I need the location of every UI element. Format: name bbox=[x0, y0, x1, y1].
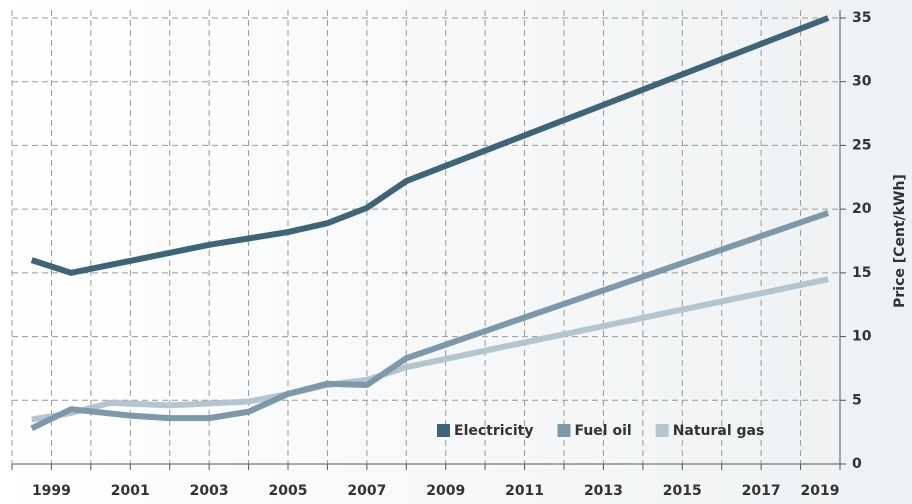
y-axis-label: Price [Cent/kWh] bbox=[892, 174, 908, 308]
legend-label: Fuel oil bbox=[574, 423, 631, 439]
x-tick-label: 2015 bbox=[663, 483, 702, 499]
x-tick-label: 2017 bbox=[742, 483, 781, 499]
y-tick-label: 10 bbox=[852, 329, 872, 345]
x-tick-label: 2005 bbox=[269, 483, 308, 499]
line bbox=[30, 210, 830, 432]
legend-swatch bbox=[557, 424, 571, 437]
x-tick-label: 1999 bbox=[32, 483, 71, 499]
x-tick-label: 2009 bbox=[426, 483, 465, 499]
x-tick-label: 2013 bbox=[584, 483, 623, 499]
legend-swatch bbox=[437, 424, 450, 437]
x-tick-label: 2007 bbox=[347, 483, 386, 499]
x-tick-label: 2019 bbox=[801, 483, 840, 499]
y-tick-label: 25 bbox=[852, 137, 871, 153]
y-tick-label: 30 bbox=[852, 74, 872, 90]
legend-label: Natural gas bbox=[673, 423, 765, 439]
legend-label: Electricity bbox=[454, 423, 533, 439]
x-tick-label: 2011 bbox=[505, 483, 544, 499]
legend-swatch bbox=[655, 424, 669, 437]
y-tick-label: 0 bbox=[852, 456, 862, 472]
y-tick-label: 20 bbox=[852, 201, 872, 217]
x-tick-label: 2001 bbox=[111, 483, 150, 499]
line bbox=[30, 15, 830, 276]
x-tick-label: 2003 bbox=[190, 483, 229, 499]
y-tick-label: 5 bbox=[852, 392, 862, 408]
y-tick-label: 35 bbox=[852, 10, 871, 26]
y-tick-label: 15 bbox=[852, 265, 871, 281]
